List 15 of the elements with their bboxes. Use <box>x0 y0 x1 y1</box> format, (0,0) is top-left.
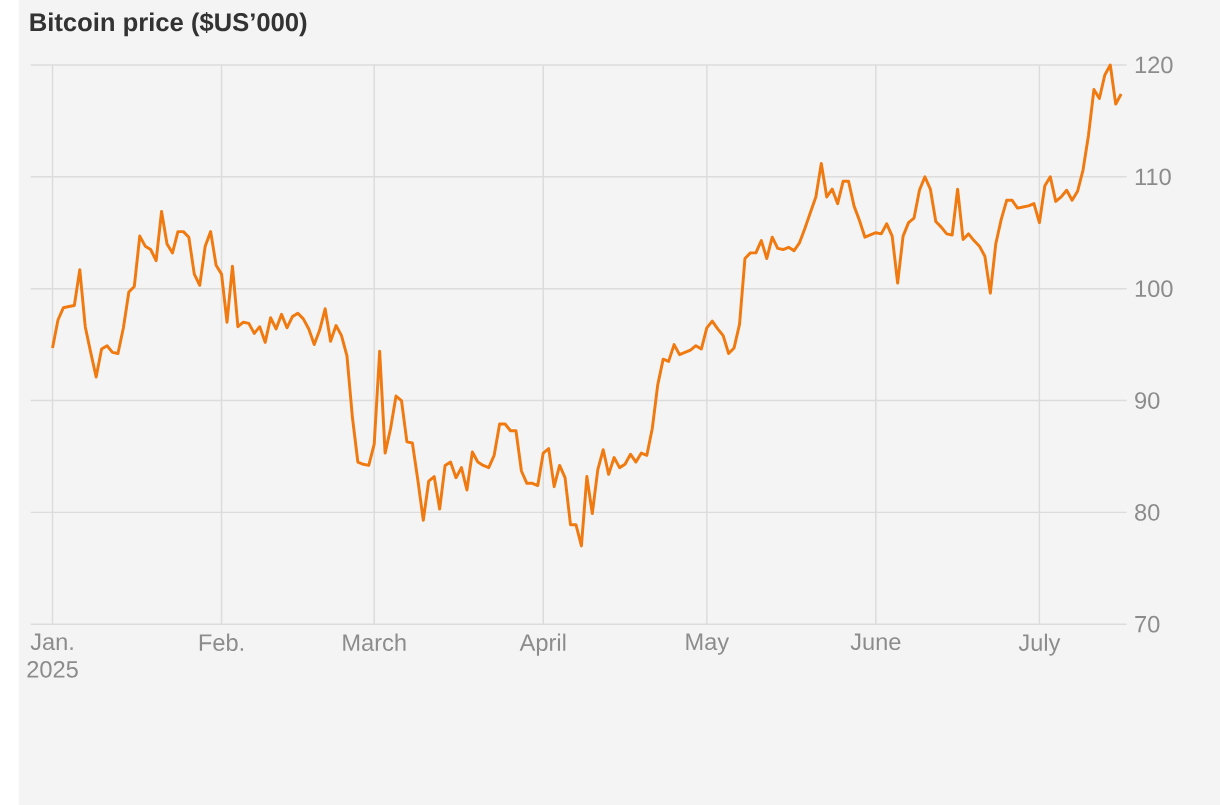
y-tick-label: 90 <box>1135 391 1160 409</box>
y-tick-label: 120 <box>1135 56 1173 74</box>
chart-title: Bitcoin price ($US’000) <box>30 11 307 37</box>
line-series <box>51 63 1123 548</box>
x-tick-label: May <box>686 633 730 655</box>
y-tick-label: 70 <box>1135 615 1160 633</box>
x-tick-label: July <box>1018 633 1061 656</box>
y-tick-label: 110 <box>1135 168 1171 185</box>
x-tick-label: Jan. 2025 <box>27 633 78 678</box>
x-tick-label: March <box>343 633 406 651</box>
x-tick-label: April <box>519 633 566 656</box>
y-tick-label: 80 <box>1135 503 1160 521</box>
x-tick-label: June <box>850 633 901 650</box>
y-tick-label: 100 <box>1135 280 1173 297</box>
x-tick-label: Feb. <box>199 633 244 651</box>
